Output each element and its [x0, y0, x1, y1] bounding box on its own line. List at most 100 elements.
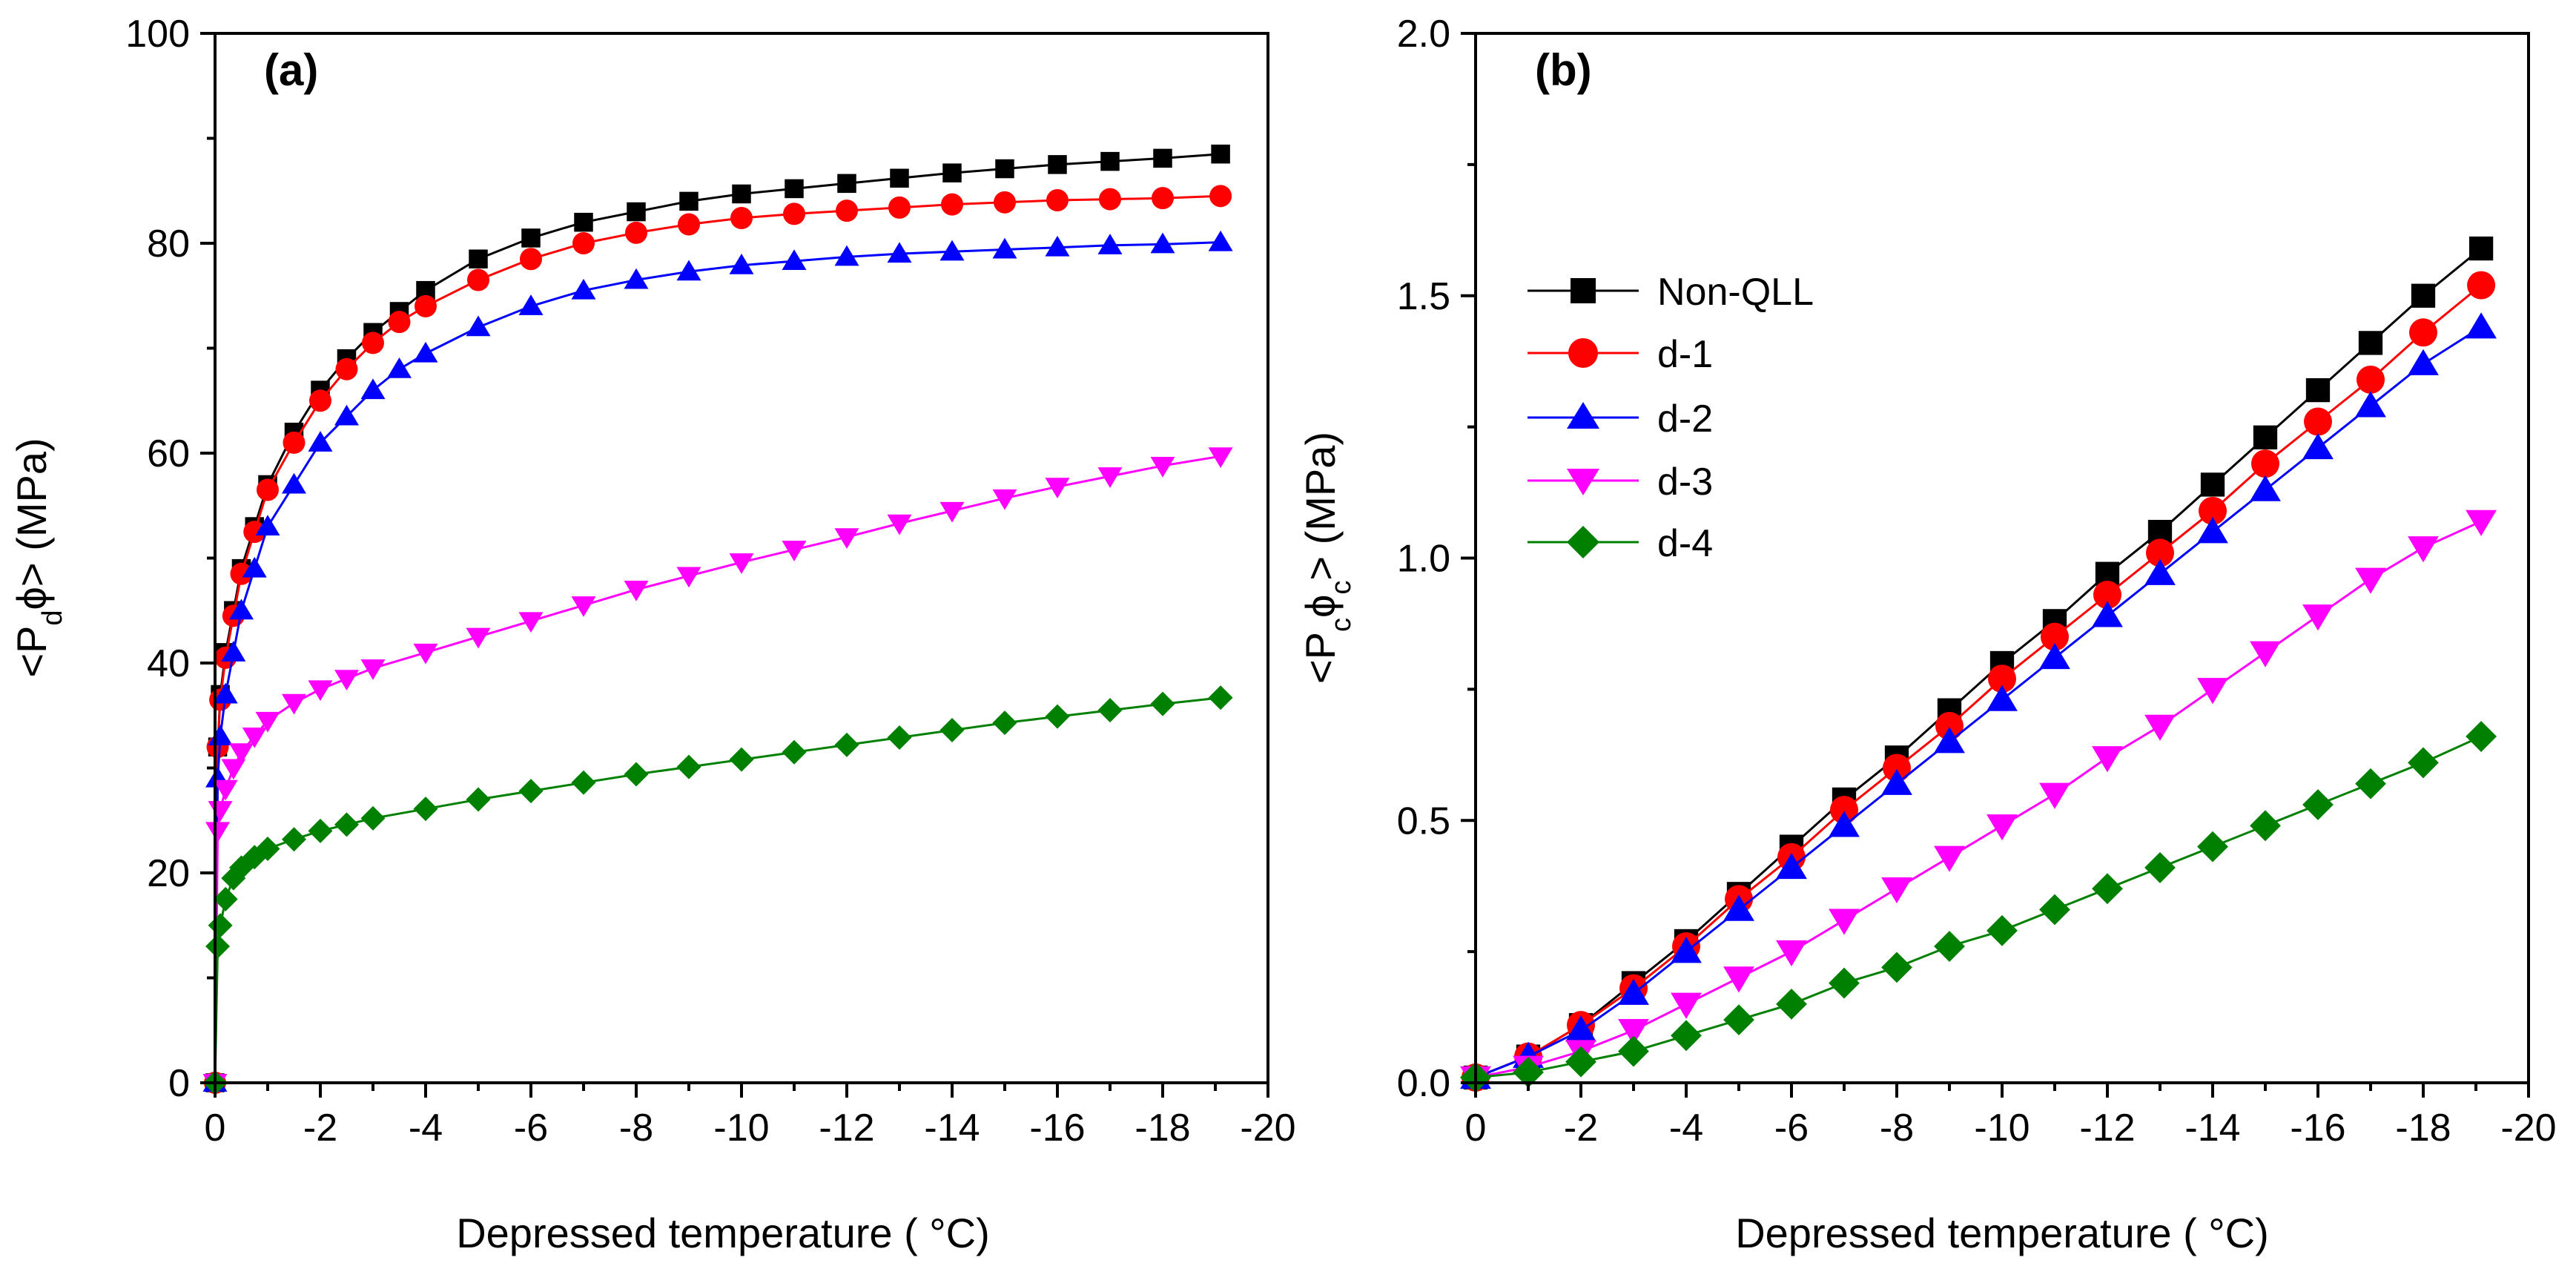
panel-a-point-d-4: [887, 725, 912, 750]
panel-b-point-d-3: [1881, 877, 1912, 904]
panel-a-point-d-1: [467, 268, 489, 291]
panel-a-point-d-2: [466, 315, 491, 337]
panel-b-point-d-1: [2146, 538, 2174, 567]
panel-b-point-d-4: [2355, 768, 2386, 799]
panel-b-point-d-2: [1723, 894, 1754, 921]
panel-a-point-d-3: [518, 612, 544, 633]
panel-b-point-non-qll: [2200, 472, 2225, 497]
panel-a-point-d-1: [309, 389, 331, 412]
panel-b-point-non-qll: [2305, 377, 2331, 403]
panel-a-point-d-3: [213, 779, 238, 801]
panel-a-point-d-1: [572, 232, 595, 254]
panel-a-point-d-4: [939, 718, 965, 743]
legend-text-d-1: d-1: [1657, 333, 1713, 376]
panel-b-point-d-2: [2144, 558, 2176, 585]
panel-a-point-d-1: [1099, 188, 1121, 211]
panel-b-point-d-3: [2408, 536, 2439, 563]
panel-a-point-d-3: [334, 670, 359, 690]
panel-b-point-d-1: [1830, 796, 1858, 825]
panel-a-point-d-2: [1045, 235, 1070, 257]
panel-a-point-d-1: [783, 202, 805, 225]
panel-b-point-d-4: [1671, 1020, 1702, 1052]
legend-item-d-1: d-1: [1528, 333, 1713, 376]
panel-a-point-d-3: [624, 580, 649, 601]
panel-a-point-d-1: [362, 332, 384, 355]
panel-b-x-tick-label: -20: [2500, 1107, 2556, 1150]
panel-a-point-d-1: [730, 207, 753, 230]
panel-a-point-d-2: [992, 237, 1017, 259]
panel-b-point-d-2: [2197, 517, 2228, 544]
legend-text-d-2: d-2: [1657, 398, 1713, 441]
panel-a-point-d-2: [939, 240, 965, 261]
panel-b-point-d-4: [1934, 931, 1965, 962]
panel-a-point-non-qll: [942, 163, 962, 182]
panel-a-point-d-2: [571, 278, 596, 300]
panel-b-point-d-2: [1565, 1015, 1596, 1042]
panel-a-point-d-4: [1150, 691, 1175, 716]
panel-b-point-d-4: [1618, 1035, 1649, 1067]
panel-b-series-non-qll: [1463, 236, 2494, 1090]
panel-b-point-d-2: [2355, 391, 2386, 418]
panel-a-point-d-2: [213, 682, 238, 704]
legend: Non-QLL d-1 d-2 d-3 d-4: [1528, 271, 1814, 565]
panel-a-point-d-4: [729, 747, 754, 772]
panel-b-point-d-4: [2408, 747, 2439, 779]
panel-b-series: [1460, 236, 2497, 1093]
panel-b-point-d-3: [1934, 845, 1965, 872]
panel-a-point-d-2: [518, 294, 544, 315]
panel-b-point-d-3: [1723, 966, 1754, 993]
panel-a-point-non-qll: [890, 168, 909, 188]
panel-b-point-d-2: [2466, 312, 2497, 339]
panel-b-point-non-qll: [2253, 425, 2278, 449]
panel-a-point-d-3: [834, 528, 859, 549]
panel-a-point-d-3: [992, 489, 1017, 510]
legend-text-non-qll: Non-QLL: [1657, 271, 1814, 314]
panel-b-point-d-4: [2466, 721, 2497, 752]
panel-b-point-d-1: [1988, 665, 2016, 693]
panel-a-point-d-3: [282, 693, 306, 715]
panel-a-point-d-2: [387, 357, 412, 378]
panel-a-point-d-2: [624, 268, 649, 289]
panel-a-point-d-2: [334, 404, 359, 426]
panel-b-point-d-3: [1776, 940, 1807, 967]
panel-a-x-tick-label: -10: [713, 1107, 769, 1150]
panel-b-point-d-1: [1883, 754, 1911, 782]
panel-a-point-d-1: [1209, 185, 1232, 208]
panel-a-point-non-qll: [1100, 151, 1120, 171]
panel-a-x-tick-label: -16: [1029, 1107, 1085, 1150]
panel-a-point-d-1: [243, 521, 266, 544]
panel-b-point-d-2: [2302, 432, 2334, 460]
panel-a-point-non-qll: [1211, 144, 1230, 164]
panel-a-point-d-4: [1208, 685, 1233, 710]
panel-b-point-d-3: [2466, 510, 2497, 536]
panel-a-label: (a): [264, 45, 318, 95]
panel-b-point-d-3: [2302, 604, 2334, 631]
panel-b-point-d-4: [2197, 831, 2228, 863]
panel-a-x-tick-label: -12: [819, 1107, 874, 1150]
panel-a-point-d-2: [834, 245, 859, 266]
panel-a-series-line-d-4: [214, 696, 1221, 1084]
panel-a-point-d-3: [208, 801, 233, 822]
legend-item-non-qll: Non-QLL: [1528, 271, 1814, 314]
panel-a-point-d-3: [571, 596, 596, 617]
panel-b-series-d-3: [1460, 510, 2497, 1092]
panel-a-point-d-2: [242, 556, 267, 578]
panel-b-point-non-qll: [2358, 331, 2383, 355]
panel-a-point-d-3: [255, 711, 280, 733]
panel-a-point-non-qll: [469, 249, 488, 268]
panel-a-x-tick-label: -4: [409, 1107, 443, 1150]
panel-b-point-d-1: [2467, 271, 2496, 300]
panel-b-point-d-1: [2199, 496, 2227, 525]
panel-b-series-d-1: [1462, 271, 2496, 1092]
panel-b-point-d-4: [1776, 988, 1807, 1020]
panel-b-point-d-3: [1987, 814, 2018, 841]
panel-a-point-d-4: [360, 805, 386, 831]
legend-marker-non-qll: [1571, 278, 1596, 303]
panel-a-point-d-1: [941, 193, 963, 216]
panel-b-x-tick-label: -10: [1974, 1107, 2030, 1150]
panel-a-point-d-1: [335, 357, 358, 380]
panel-b-point-d-4: [1513, 1056, 1544, 1088]
panel-b-point-d-3: [1671, 992, 1702, 1019]
panel-a-point-d-4: [1097, 698, 1123, 723]
panel-b-y-tick-label: 1.5: [1397, 275, 1450, 318]
